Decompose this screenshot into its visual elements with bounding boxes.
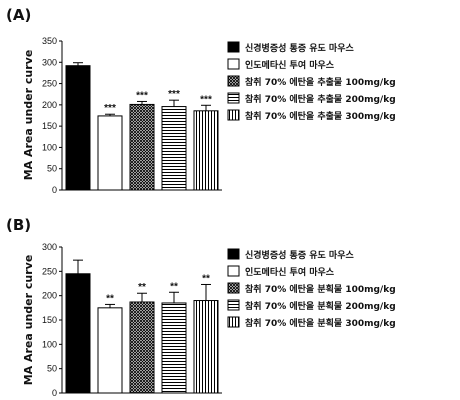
panel-a-label: (A) — [6, 6, 31, 24]
panel-b-y-axis-title: MA Area under curve — [22, 255, 35, 386]
panel-a-axes — [61, 41, 222, 191]
legend-label: 참취 70% 에탄올 추출물 200mg/kg — [245, 93, 396, 105]
bar — [97, 307, 123, 394]
y-tick-label: 300 — [42, 57, 57, 67]
panel-a-y-ticks: 0 50 100 150 200 250 300 350 — [42, 36, 62, 195]
legend-label: 참취 70% 에탄올 분획물 300mg/kg — [245, 317, 396, 329]
legend-swatch — [227, 58, 240, 70]
panel-b-axes — [61, 247, 222, 394]
y-tick-label: 200 — [42, 100, 57, 110]
significance-label: ** — [202, 273, 210, 284]
significance-label: ** — [138, 282, 146, 293]
significance-label: *** — [136, 90, 148, 101]
panel-b: (B) MA Area under curve 0 50 100 150 200 250 3… — [6, 216, 396, 398]
panel-b-label: (B) — [6, 216, 31, 234]
y-tick-label: 200 — [42, 291, 57, 301]
legend-label: 참취 70% 에탄올 분획물 100mg/kg — [245, 283, 396, 295]
panel-a-bars: *** *** *** *** — [65, 62, 219, 191]
panel-b-y-ticks: 0 50 100 150 200 250 300 — [42, 242, 62, 398]
legend-swatch — [227, 109, 240, 121]
bar — [161, 302, 187, 394]
legend-label: 인도메타신 투여 마우스 — [245, 266, 335, 278]
bar — [129, 301, 155, 394]
bar — [129, 103, 155, 191]
legend-swatch — [227, 299, 240, 311]
bar — [193, 300, 219, 394]
legend-swatch — [227, 265, 240, 277]
y-tick-label: 350 — [42, 36, 57, 46]
bar — [193, 110, 219, 191]
significance-label: ** — [170, 281, 178, 292]
significance-label: ** — [106, 293, 114, 304]
bar — [161, 106, 187, 191]
y-tick-label: 50 — [47, 364, 57, 374]
y-tick-label: 300 — [42, 242, 57, 252]
legend-swatch — [227, 75, 240, 87]
significance-label: *** — [168, 89, 180, 100]
legend-label: 신경병증성 통증 유도 마우스 — [245, 249, 354, 261]
y-tick-label: 0 — [52, 388, 57, 398]
bar — [65, 273, 91, 394]
legend-label: 신경병증성 통증 유도 마우스 — [245, 42, 354, 54]
legend-label: 참취 70% 에탄올 분획물 200mg/kg — [245, 300, 396, 312]
y-tick-label: 100 — [42, 142, 57, 152]
panel-a: (A) MA Area under curve 0 50 100 150 200 250 3… — [6, 6, 396, 195]
legend-label: 참취 70% 에탄올 추출물 100mg/kg — [245, 76, 396, 88]
significance-label: *** — [104, 103, 116, 114]
y-tick-label: 150 — [42, 315, 57, 325]
panel-b-bars: ** ** ** ** — [65, 259, 219, 394]
legend-swatch — [227, 92, 240, 104]
y-tick-label: 250 — [42, 79, 57, 89]
legend-swatch — [227, 41, 240, 53]
y-tick-label: 100 — [42, 339, 57, 349]
legend-label: 참취 70% 에탄올 추출물 300mg/kg — [245, 110, 396, 122]
y-tick-label: 0 — [52, 185, 57, 195]
legend-swatch — [227, 282, 240, 294]
y-tick-label: 150 — [42, 121, 57, 131]
bar — [65, 65, 91, 191]
bar — [97, 115, 123, 191]
legend-swatch — [227, 316, 240, 328]
y-tick-label: 250 — [42, 266, 57, 276]
legend-swatch — [227, 248, 240, 260]
significance-label: *** — [200, 94, 212, 105]
y-tick-label: 50 — [47, 164, 57, 174]
legend-label: 인도메타신 투여 마우스 — [245, 59, 335, 71]
panel-a-y-axis-title: MA Area under curve — [22, 50, 35, 181]
